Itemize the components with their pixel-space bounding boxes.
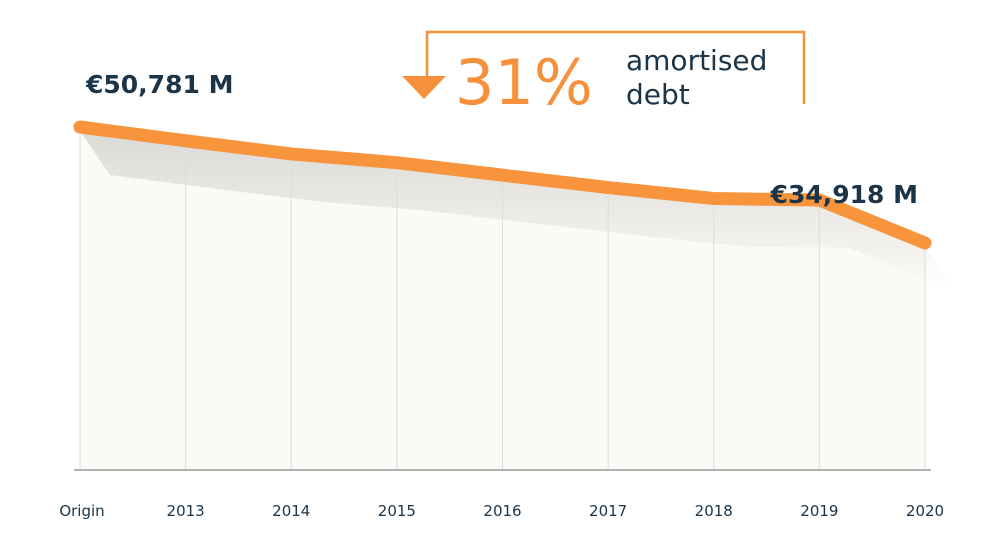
line-shadow xyxy=(80,131,955,291)
x-tick-label: 2020 xyxy=(906,502,944,520)
x-tick-label: 2018 xyxy=(695,502,733,520)
x-tick-label: 2019 xyxy=(800,502,838,520)
x-axis-tick-labels: Origin 2013 2014 2015 2016 2017 2018 2019 2020 xyxy=(59,502,944,520)
end-value-label: €34,918 M xyxy=(770,180,918,209)
x-tick-label: 2013 xyxy=(167,502,205,520)
amortised-percent: 31% xyxy=(455,46,593,119)
callout-bracket xyxy=(425,30,806,104)
start-value-label: €50,781 M xyxy=(85,70,233,99)
x-tick-label: 2014 xyxy=(272,502,310,520)
series-line xyxy=(73,120,932,250)
callout-text-line1: amortised xyxy=(626,44,767,77)
x-tick-label: 2015 xyxy=(378,502,416,520)
down-triangle-icon xyxy=(402,76,446,99)
x-tick-label: 2016 xyxy=(483,502,521,520)
grid-lines xyxy=(79,127,926,470)
x-tick-label: Origin xyxy=(59,502,104,520)
amortised-callout: 31% amortised debt xyxy=(402,30,806,119)
x-tick-label: 2017 xyxy=(589,502,627,520)
callout-text-line2: debt xyxy=(626,78,690,111)
